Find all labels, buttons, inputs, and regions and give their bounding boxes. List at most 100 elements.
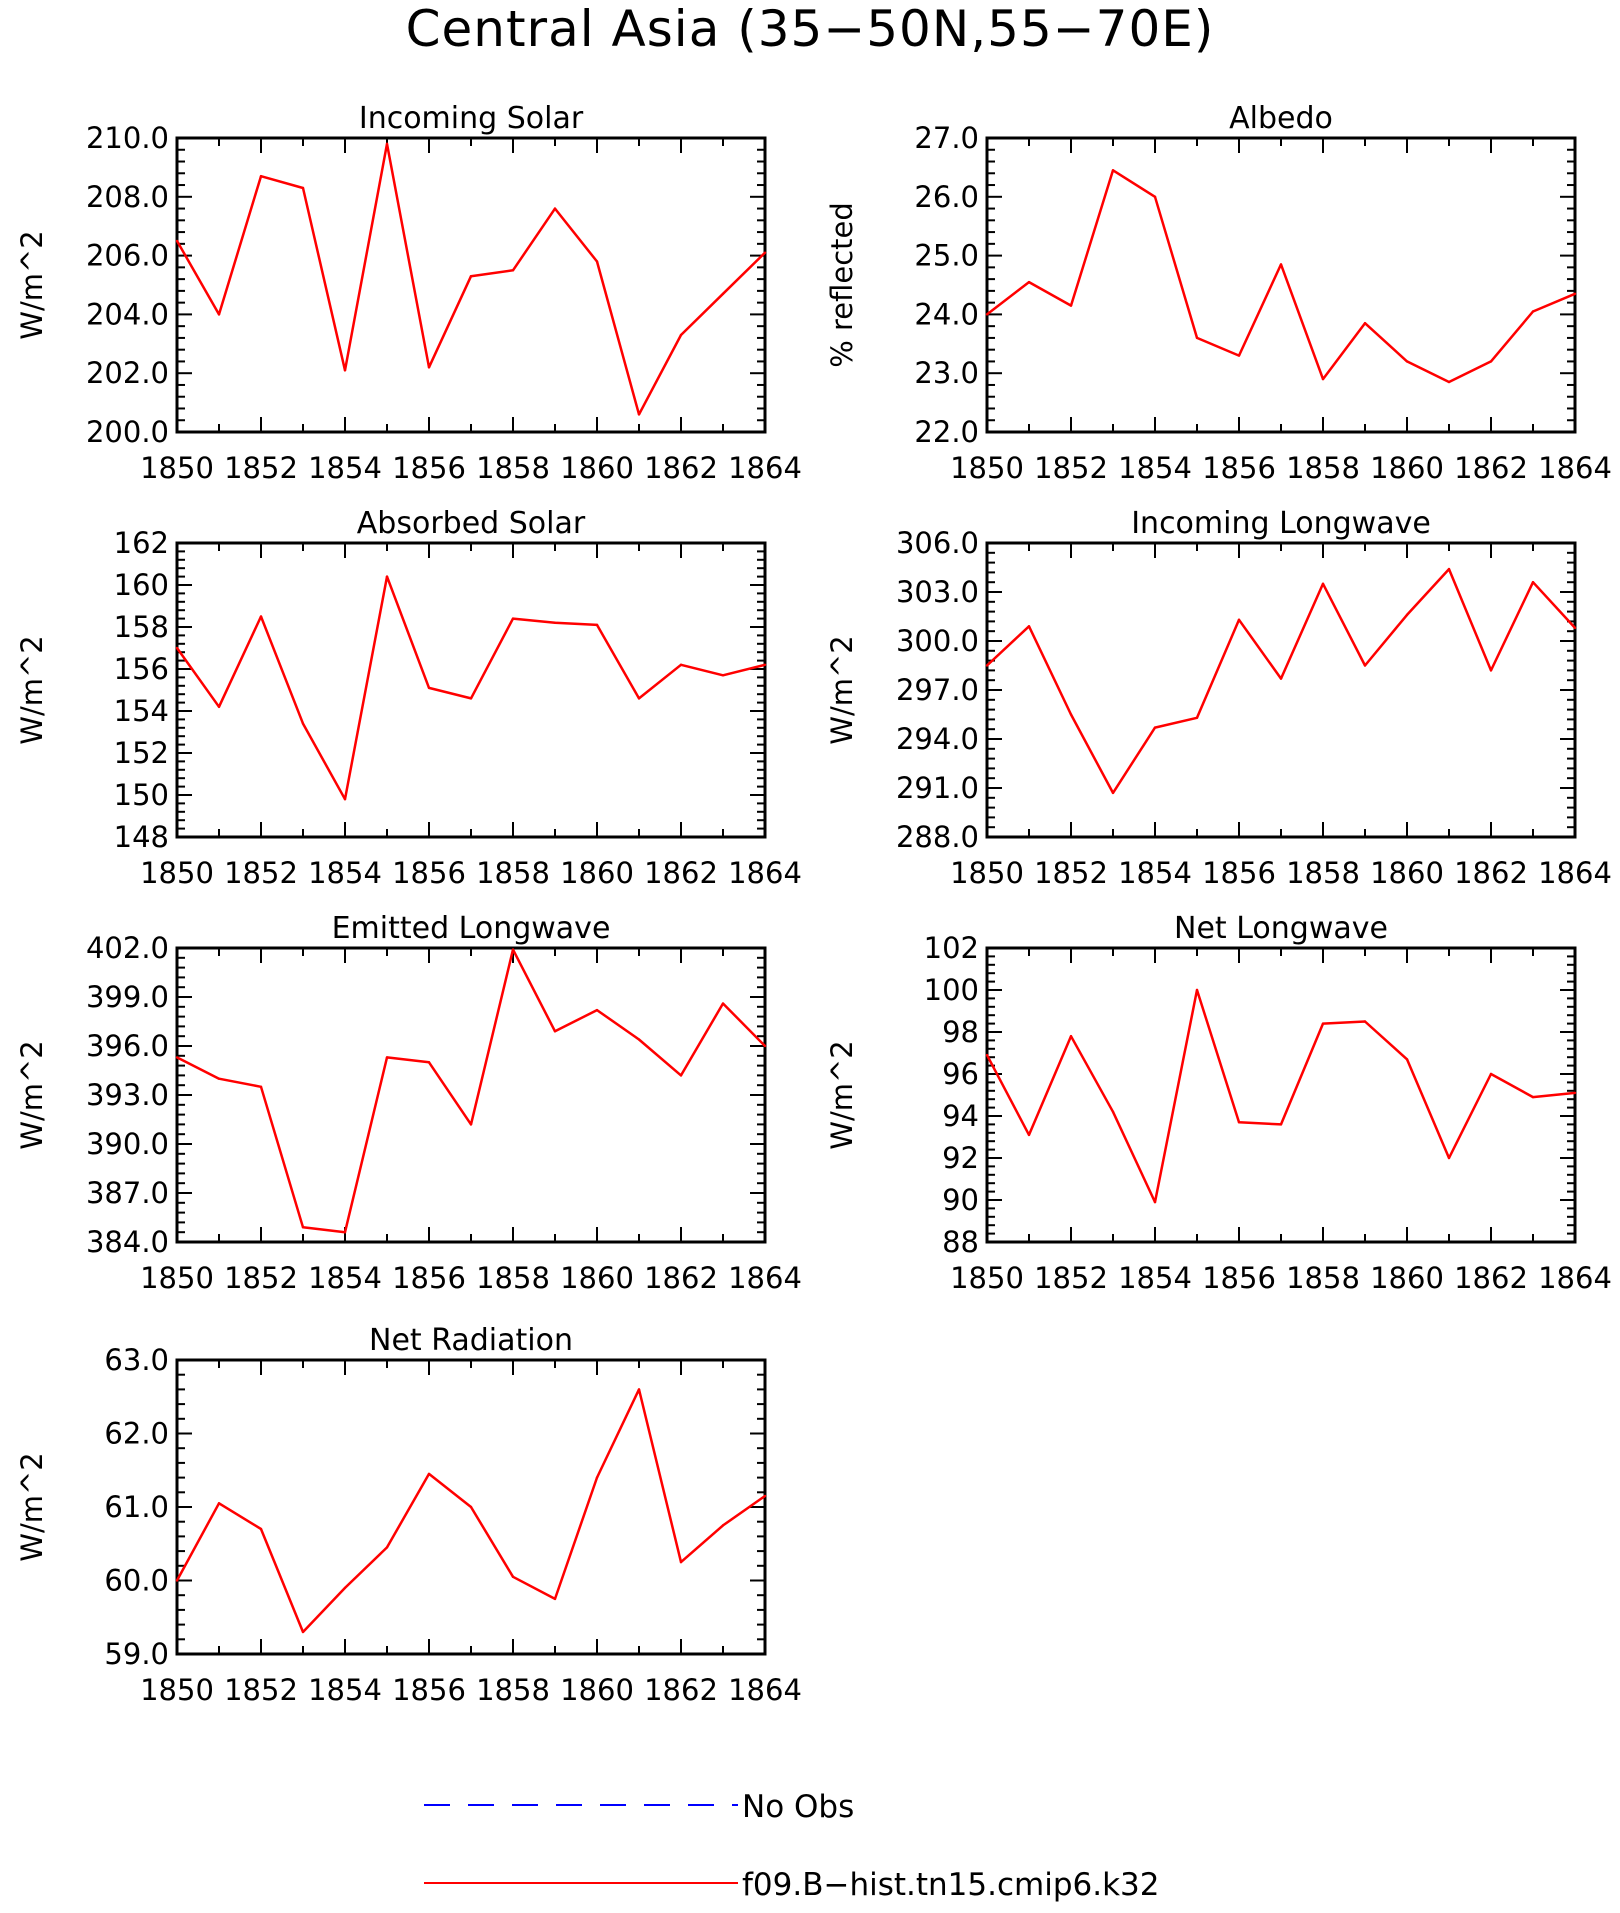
data-point (427, 1061, 431, 1064)
x-tick-label: 1858 (476, 856, 550, 890)
x-tick-label: 1856 (392, 451, 466, 485)
plot-incoming-longwave: Incoming Longwave 1850 1852 1854 1856 1858 186… (825, 506, 1612, 890)
data-point (217, 705, 221, 708)
data-point (1195, 336, 1199, 340)
series-line (986, 169, 1576, 384)
data-point (1363, 322, 1367, 325)
data-point (1363, 1020, 1367, 1023)
data-point (1111, 791, 1115, 795)
data-point (1069, 1035, 1073, 1038)
data-point (343, 1231, 347, 1234)
data-point (427, 1472, 431, 1476)
series-line (176, 948, 766, 1234)
y-tick-label: 210.0 (86, 121, 169, 155)
data-point (385, 1546, 389, 1549)
data-point (1447, 567, 1451, 571)
x-tick-label: 1852 (224, 856, 298, 890)
x-tick-label: 1864 (728, 451, 802, 485)
data-point (1573, 292, 1577, 296)
panel-title: Albedo (1229, 101, 1333, 136)
data-point (679, 1074, 683, 1077)
x-tick-label: 1850 (950, 856, 1024, 890)
x-tick-label: 1852 (1034, 451, 1108, 485)
data-point (343, 798, 347, 801)
data-point (1069, 713, 1073, 716)
series-line (985, 988, 1576, 1204)
x-tick-label: 1858 (1286, 451, 1360, 485)
y-tick-label: 387.0 (86, 1176, 169, 1210)
x-tick-label: 1860 (1370, 856, 1444, 890)
x-tick-label: 1862 (1454, 1261, 1528, 1295)
data-point (1237, 354, 1241, 357)
data-point (1447, 1156, 1451, 1160)
series-line (175, 575, 766, 801)
data-point (385, 575, 389, 578)
data-point (1405, 613, 1409, 617)
data-point (1531, 310, 1535, 313)
data-point (469, 274, 473, 278)
data-point (1195, 716, 1199, 719)
data-point (1363, 664, 1367, 667)
plot-emitted-longwave: Emitted Longwave 1850 1852 1854 1856 1858 1860… (15, 911, 802, 1295)
y-tick-label: 90 (942, 1183, 979, 1217)
x-tick-label: 1850 (140, 1261, 214, 1295)
data-point (1153, 1200, 1157, 1204)
data-point (1573, 1091, 1577, 1095)
data-point (595, 1476, 599, 1479)
data-point (1069, 304, 1073, 307)
x-tick-label: 1850 (140, 451, 214, 485)
y-tick-label: 152 (114, 736, 169, 770)
x-tick-label: 1862 (644, 1261, 718, 1295)
x-tick-label: 1850 (950, 451, 1024, 485)
data-point (469, 697, 473, 700)
series-line (986, 567, 1576, 795)
x-tick-label: 1856 (392, 1673, 466, 1707)
data-point (1405, 360, 1409, 363)
y-tick-label: 204.0 (86, 297, 169, 331)
data-point (1489, 1072, 1493, 1076)
x-tick-label: 1860 (560, 451, 634, 485)
data-point (985, 1053, 989, 1057)
y-tick-label: 390.0 (86, 1127, 169, 1161)
data-point (553, 1030, 557, 1033)
x-tick-label: 1862 (644, 856, 718, 890)
figure-title: Central Asia (35−50N,55−70E) (405, 0, 1215, 58)
x-tick-label: 1856 (1202, 451, 1276, 485)
x-tick-label: 1854 (1118, 1261, 1192, 1295)
x-tick-label: 1860 (1370, 1261, 1444, 1295)
data-point (1153, 195, 1157, 198)
data-point (595, 1008, 599, 1012)
data-point (1279, 677, 1283, 680)
plot-net-longwave: Net Longwave 1850 1852 1854 1856 1858 1860 1862… (825, 911, 1612, 1295)
data-point (1489, 360, 1493, 363)
y-tick-label: 156 (114, 652, 169, 686)
plot-absorbed-solar: Absorbed Solar 1850 1852 1854 1856 1858 1860 18… (15, 506, 802, 890)
x-tick-label: 1864 (1538, 451, 1612, 485)
data-point (1321, 1022, 1325, 1025)
x-tick-label: 1854 (308, 856, 382, 890)
x-tick-label: 1862 (644, 451, 718, 485)
y-tick-label: 384.0 (86, 1225, 169, 1259)
data-point (1279, 1123, 1283, 1126)
plot-albedo: Albedo 1850 1852 1854 1856 1858 1860 1862 1864 22… (825, 101, 1612, 485)
data-point (679, 663, 683, 666)
data-point (637, 1388, 641, 1391)
data-point (469, 1505, 473, 1509)
y-tick-label: 402.0 (86, 931, 169, 965)
x-tick-label: 1862 (644, 1673, 718, 1707)
data-point (763, 1494, 767, 1498)
y-tick-label: 396.0 (86, 1029, 169, 1063)
data-point (343, 1586, 347, 1590)
panel-title: Absorbed Solar (357, 506, 586, 541)
x-tick-label: 1852 (224, 1261, 298, 1295)
y-tick-label: 206.0 (86, 239, 169, 273)
data-point (259, 175, 263, 178)
y-tick-label: 23.0 (914, 356, 979, 390)
data-point (1279, 263, 1283, 266)
data-point (985, 313, 989, 316)
y-tick-label: 162 (114, 526, 169, 560)
x-tick-label: 1860 (1370, 451, 1444, 485)
data-point (553, 207, 557, 210)
plot-frame (175, 946, 767, 1244)
x-tick-label: 1852 (224, 1673, 298, 1707)
